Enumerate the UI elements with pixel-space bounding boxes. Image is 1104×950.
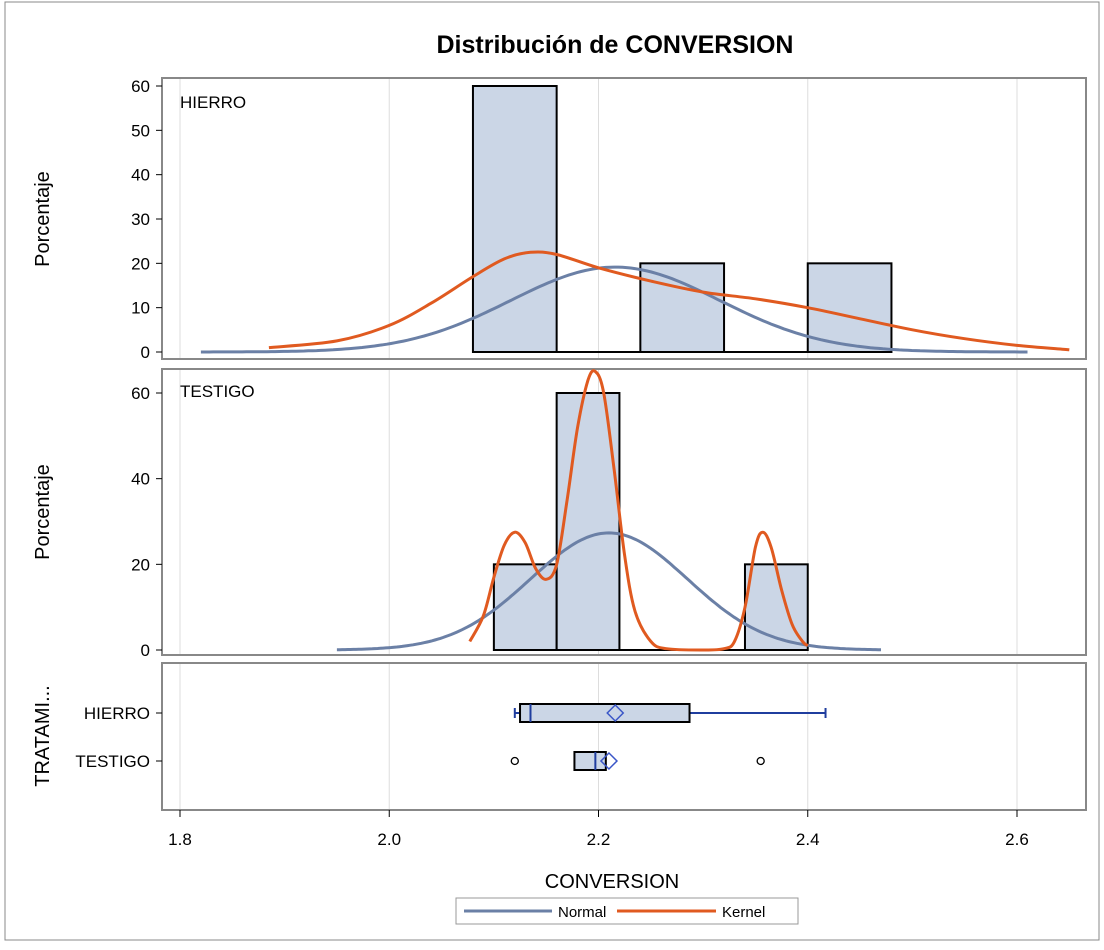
y-tick-label: 30 [131, 210, 150, 229]
normal-curve [336, 531, 881, 652]
y-tick-label: HIERRO [84, 704, 150, 723]
x-tick-label: 2.0 [377, 830, 401, 849]
y-tick-label: 10 [131, 299, 150, 318]
box-outlier [756, 756, 765, 766]
histogram-bars [471, 85, 893, 651]
histogram-bar [806, 262, 893, 354]
y-tick-label: 40 [131, 166, 150, 185]
x-tick-label: 1.8 [168, 830, 192, 849]
panel-frame-testigo [161, 368, 1087, 656]
histogram-bar [492, 563, 558, 651]
y-axis-title-testigo: Porcentaje [32, 464, 54, 560]
legend: Normal Kernel [455, 897, 799, 925]
box-iqr [573, 751, 607, 771]
panel-label-testigo: TESTIGO [180, 382, 255, 401]
y-tick-label: 20 [131, 555, 150, 574]
x-tick-label: 2.4 [796, 830, 820, 849]
box-mean-marker [606, 703, 625, 723]
box-mean-marker [599, 751, 619, 771]
box-iqr [519, 703, 691, 723]
x-tick-label: 2.6 [1005, 830, 1029, 849]
histogram-bar [639, 262, 726, 354]
y-tick-label: TESTIGO [75, 752, 150, 771]
y-tick-label: 60 [131, 77, 150, 96]
panel-frame-boxplot [161, 662, 1087, 811]
grid-lines [179, 79, 1018, 809]
y-axis-title-hierro: Porcentaje [32, 171, 54, 267]
kernel-curve [268, 250, 1070, 352]
y-axis-title-tratamiento: TRATAMI... [32, 685, 54, 786]
y-tick-label: 60 [131, 384, 150, 403]
kernel-curve [468, 369, 809, 652]
legend-label-normal: Normal [558, 904, 606, 921]
density-curves [200, 250, 1070, 652]
box-outlier [510, 756, 519, 766]
y-tick-label: 0 [141, 641, 150, 660]
box-plots [510, 703, 827, 771]
legend-label-kernel: Kernel [722, 904, 765, 921]
y-tick-label: 50 [131, 121, 150, 140]
x-axis-title: CONVERSION [545, 871, 679, 893]
normal-curve [200, 265, 1028, 354]
y-tick-label: 40 [131, 470, 150, 489]
x-tick-label: 2.2 [587, 830, 611, 849]
y-tick-label: 20 [131, 254, 150, 273]
y-tick-label: 0 [141, 343, 150, 362]
axes: 0 10 20 30 40 50 60 0 20 40 60 HIERRO TESTIGO 1.8 2.0 2… [75, 77, 1028, 849]
histogram-bar [743, 563, 809, 651]
panel-label-hierro: HIERRO [180, 93, 246, 112]
histogram-bar [471, 85, 558, 353]
chart-title: Distribución de CONVERSION [437, 31, 794, 59]
